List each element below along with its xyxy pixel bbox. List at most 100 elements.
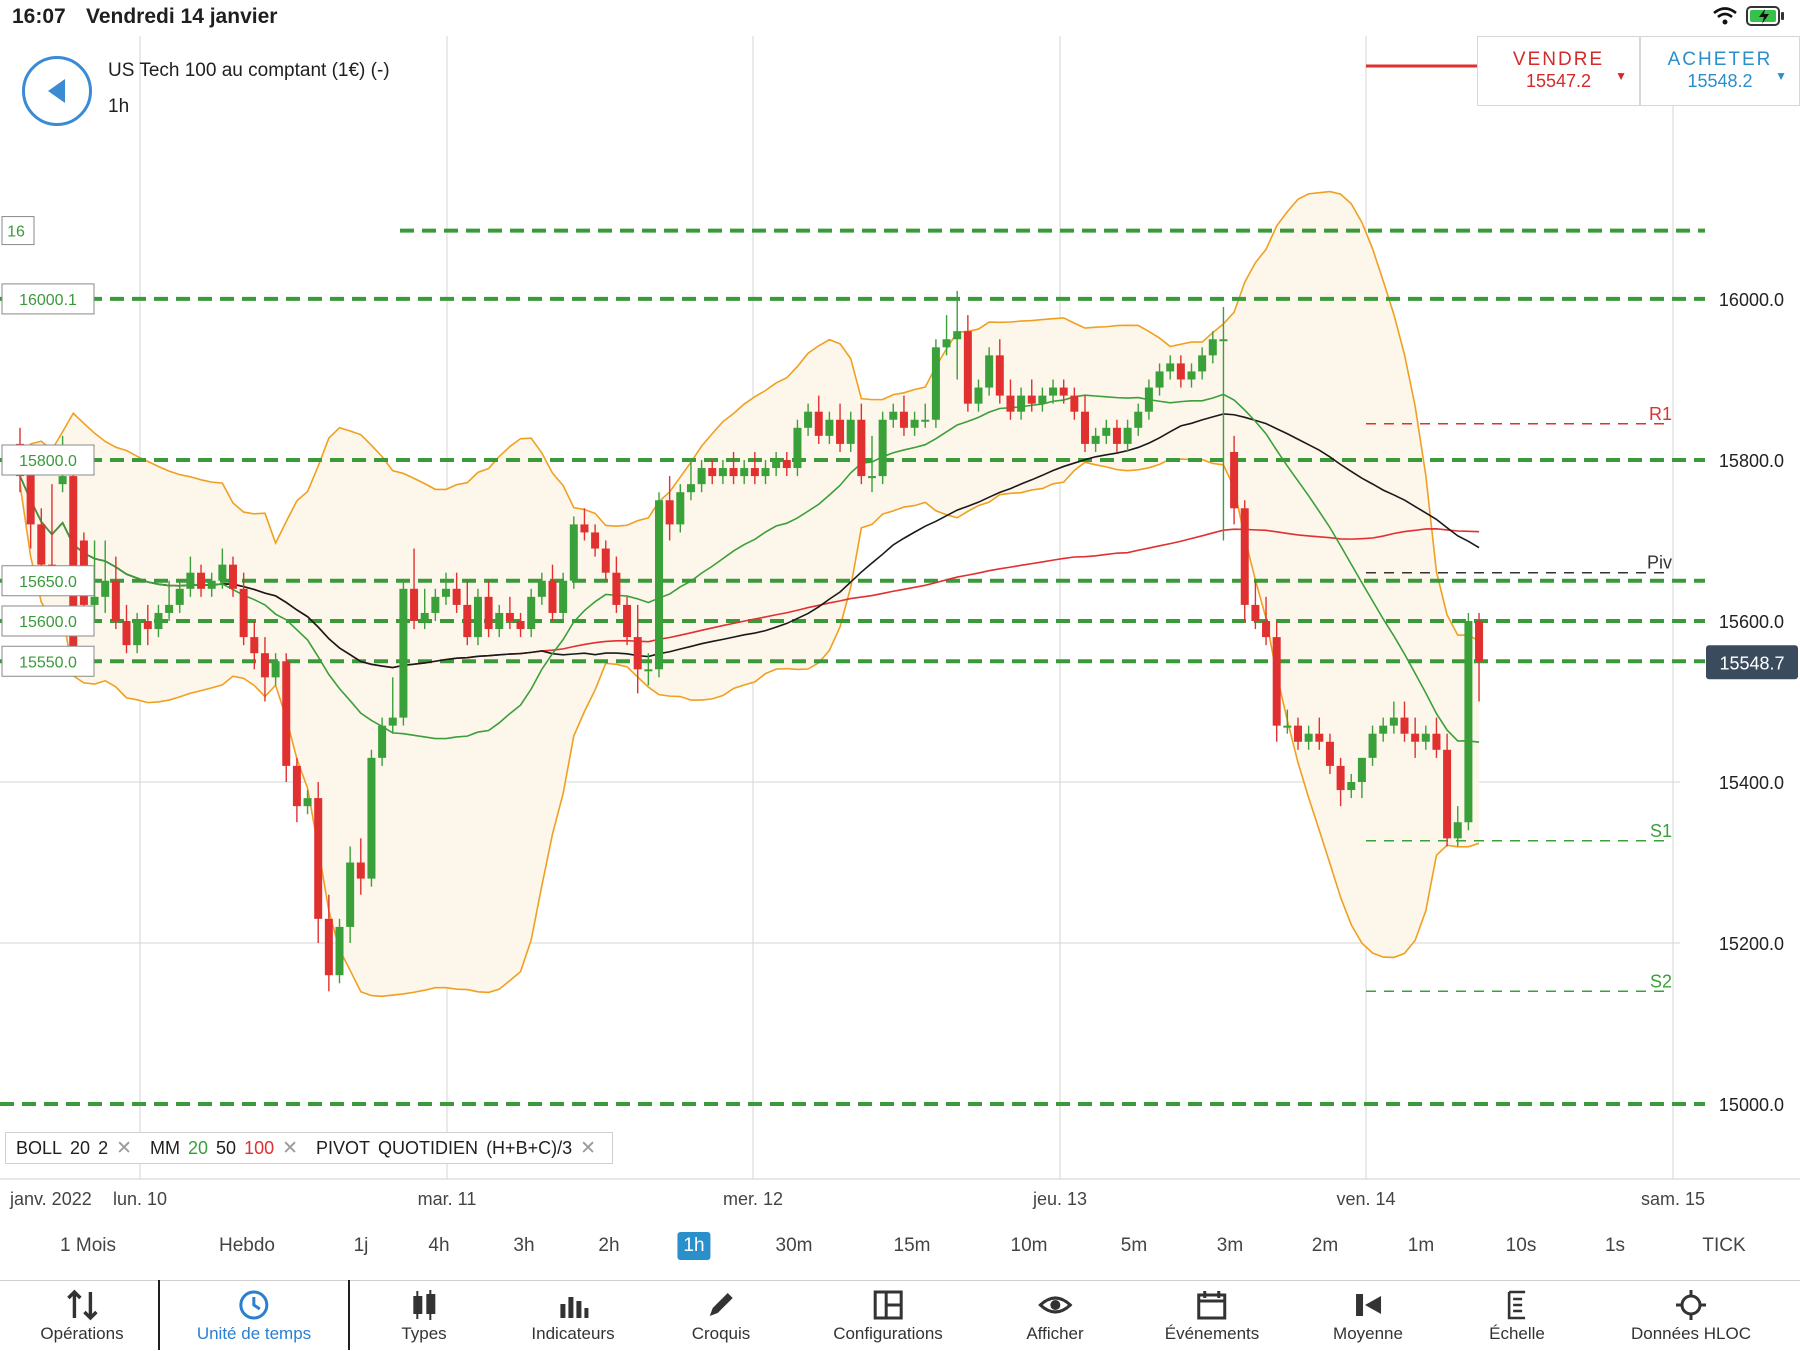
candle-down [356,862,365,879]
candle-up [175,588,184,605]
timeframe-1h[interactable]: 1h [677,1232,711,1260]
operations-icon [65,1288,99,1322]
candle-down [1315,733,1324,742]
candle-down [963,331,972,404]
timeframe-hebdo[interactable]: Hebdo [219,1235,275,1256]
candle-down [708,468,717,477]
candle-up [303,798,312,807]
candle-down [1262,621,1271,638]
candle-up [878,419,887,477]
candle-down [1112,427,1121,444]
candle-down [1400,717,1409,734]
timeframe-1-mois[interactable]: 1 Mois [60,1235,116,1256]
instrument-name: US Tech 100 au comptant (1€) (-) [108,60,390,81]
buy-dropdown-icon[interactable]: ▼ [1775,69,1787,83]
candle-down [814,411,823,436]
candle-up [90,596,99,605]
toolbar-average-button[interactable]: Moyenne [1333,1281,1403,1351]
toolbar-crosshair-button[interactable]: Données HLOC [1631,1281,1751,1351]
chart-canvas[interactable]: 16000.0 15800.0 15600.0 15400.0 15200.0 15000… [0,36,1800,1211]
candle-down [633,637,642,670]
crosshair-icon [1674,1288,1708,1322]
candle-up [1102,427,1111,436]
indicator-legend: BOLL 20 2 ✕ MM 20 50 100 ✕ PIVOT QUOTIDI… [5,1132,614,1164]
candle-up [793,427,802,469]
candle-up [1049,387,1058,396]
mm-50: 50 [216,1137,237,1158]
toolbar-label: Échelle [1489,1324,1545,1343]
level-price-tag [1,605,95,637]
timeframe-3h[interactable]: 3h [513,1235,535,1256]
remove-mm-icon[interactable]: ✕ [282,1137,299,1159]
timeframe-15m[interactable]: 15m [893,1235,931,1256]
candle-up [761,468,770,477]
candle-down [324,918,333,976]
timeframe-10m[interactable]: 10m [1010,1235,1048,1256]
candle-down [1475,621,1484,662]
remove-pivot-icon[interactable]: ✕ [580,1137,597,1159]
toolbar-operations-button[interactable]: Opérations [40,1281,124,1351]
candle-down [282,661,291,766]
sell-button[interactable]: VENDRE 15547.2 ▼ [1477,36,1640,106]
toolbar-layout-button[interactable]: Configurations [833,1281,943,1351]
timeframe-4h[interactable]: 4h [428,1235,450,1256]
timeframe-10s[interactable]: 10s [1505,1235,1537,1256]
candle-up [676,492,685,525]
candle-up [527,596,536,630]
candle-types-icon [407,1288,441,1322]
candle-up [655,500,663,670]
toolbar-indicators-button[interactable]: Indicateurs [531,1281,615,1351]
timeframe-5m[interactable]: 5m [1120,1235,1148,1256]
candle-down [229,564,237,589]
pivot-formula: (H+B+C)/3 [486,1137,573,1158]
candle-up [537,580,546,597]
candle-up [420,612,429,621]
timeframe-2m[interactable]: 2m [1311,1235,1339,1256]
candle-down [1325,741,1334,766]
candle-up [378,725,387,758]
sell-dropdown-icon[interactable]: ▼ [1615,69,1627,83]
candle-down [1059,387,1068,396]
toolbar-eye-button[interactable]: Afficher [1026,1281,1084,1351]
candle-up [165,604,174,613]
toolbar-clock-button[interactable]: Unité de temps [197,1281,311,1351]
timeframe-tick[interactable]: TICK [1702,1235,1746,1256]
candle-up [1208,339,1217,356]
timeframe-1m[interactable]: 1m [1407,1235,1435,1256]
timeframe-2h[interactable]: 2h [598,1235,620,1256]
y-tick-label: 15800.0 [1719,451,1784,471]
toolbar-calendar-button[interactable]: Événements [1165,1281,1259,1351]
candle-down [995,355,1004,396]
remove-boll-icon[interactable]: ✕ [116,1137,132,1159]
timeframe-1s[interactable]: 1s [1604,1235,1626,1256]
candle-up [697,468,706,485]
level-price-label: 16000.1 [19,292,77,309]
pivot-label: S2 [1650,971,1672,991]
candle-up [58,476,67,485]
candle-up [910,419,919,428]
candle-up [1357,757,1366,782]
x-tick-label: jeu. 13 [1032,1189,1087,1209]
buy-button[interactable]: ACHETER 15548.2 ▼ [1640,36,1800,106]
toolbar-label: Configurations [833,1324,943,1343]
back-button[interactable] [22,56,92,126]
level-price-tag [1,283,95,315]
timeframe-1j[interactable]: 1j [353,1235,369,1256]
candle-up [207,580,216,589]
candle-up [1389,717,1398,726]
price-chart[interactable]: 16000.0 15800.0 15600.0 15400.0 15200.0 15000… [0,36,1800,1211]
boll-period: 20 [70,1137,91,1158]
toolbar-scale-button[interactable]: Échelle [1489,1281,1545,1351]
boll-label: BOLL [16,1137,63,1158]
candle-up [1347,782,1356,791]
toolbar-candle-types-button[interactable]: Types [401,1281,447,1351]
candle-down [250,637,259,654]
timeframe-30m[interactable]: 30m [775,1235,813,1256]
timeframe-3m[interactable]: 3m [1216,1235,1244,1256]
toolbar-label: Types [401,1324,447,1343]
toolbar-pencil-button[interactable]: Croquis [692,1281,750,1351]
candle-up [431,596,440,613]
indicators-icon [556,1288,590,1322]
candle-up [442,588,450,597]
toolbar-label: Indicateurs [531,1324,615,1343]
